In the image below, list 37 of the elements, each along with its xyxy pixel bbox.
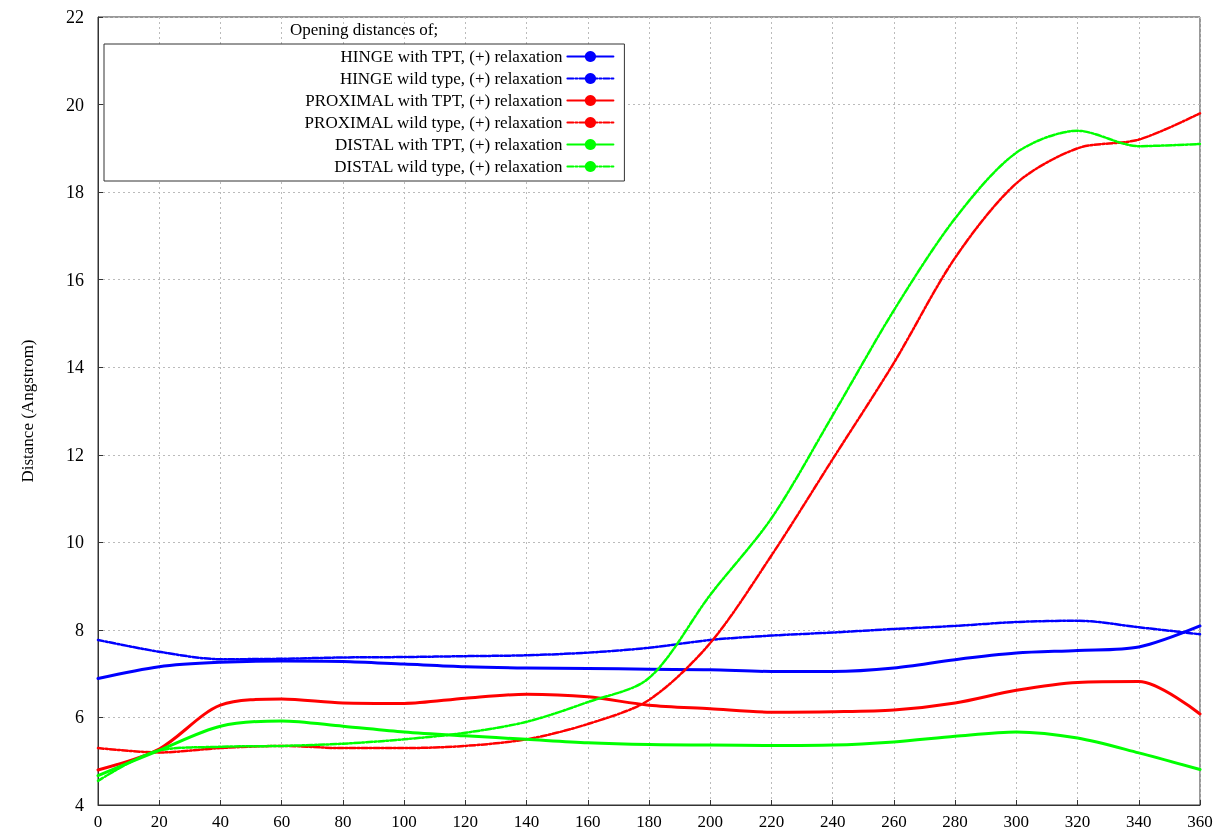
y-tick-label: 6 bbox=[75, 707, 84, 728]
legend-label: PROXIMAL wild type, (+) relaxation bbox=[304, 113, 563, 132]
x-tick-label: 100 bbox=[391, 812, 417, 831]
x-tick-label: 240 bbox=[819, 812, 846, 831]
y-tick-label: 4 bbox=[75, 795, 84, 815]
y-tick-label: 16 bbox=[66, 269, 84, 290]
x-tick-label: 60 bbox=[273, 812, 291, 831]
x-tick-label: 280 bbox=[942, 812, 968, 831]
x-tick-label: 360 bbox=[1187, 812, 1213, 831]
y-tick-label: 22 bbox=[66, 7, 84, 27]
x-tick-label: 120 bbox=[452, 812, 479, 831]
legend-title: Opening distances of; bbox=[290, 20, 439, 39]
x-tick-label: 160 bbox=[575, 812, 601, 831]
y-tick-label: 20 bbox=[66, 94, 84, 115]
x-tick-label: 200 bbox=[697, 812, 723, 831]
legend-label: PROXIMAL with TPT, (+) relaxation bbox=[305, 91, 563, 110]
legend-label: HINGE wild type, (+) relaxation bbox=[339, 69, 563, 88]
legend-label: HINGE with TPT, (+) relaxation bbox=[340, 47, 563, 66]
x-tick-label: 40 bbox=[211, 812, 229, 831]
x-tick-label: 140 bbox=[513, 812, 540, 831]
x-tick-label: 20 bbox=[150, 812, 168, 831]
x-tick-label: 180 bbox=[636, 812, 662, 831]
legend-label: DISTAL wild type, (+) relaxation bbox=[334, 157, 563, 176]
y-tick-label: 18 bbox=[66, 182, 84, 203]
y-tick-label: 12 bbox=[66, 444, 84, 465]
y-tick-label: 8 bbox=[75, 619, 84, 640]
x-tick-label: 300 bbox=[1003, 812, 1030, 831]
x-tick-label: 320 bbox=[1064, 812, 1091, 831]
x-tick-label: 340 bbox=[1126, 812, 1152, 831]
legend-label: DISTAL with TPT, (+) relaxation bbox=[334, 135, 563, 154]
x-tick-label: 0 bbox=[93, 812, 103, 831]
x-tick-label: 260 bbox=[881, 812, 907, 831]
y-tick-label: 10 bbox=[66, 532, 84, 553]
x-tick-label: 220 bbox=[758, 812, 785, 831]
y-axis-title: Distance (Angstrom) bbox=[18, 339, 37, 483]
y-tick-label: 14 bbox=[66, 357, 84, 378]
x-tick-label: 80 bbox=[334, 812, 352, 831]
